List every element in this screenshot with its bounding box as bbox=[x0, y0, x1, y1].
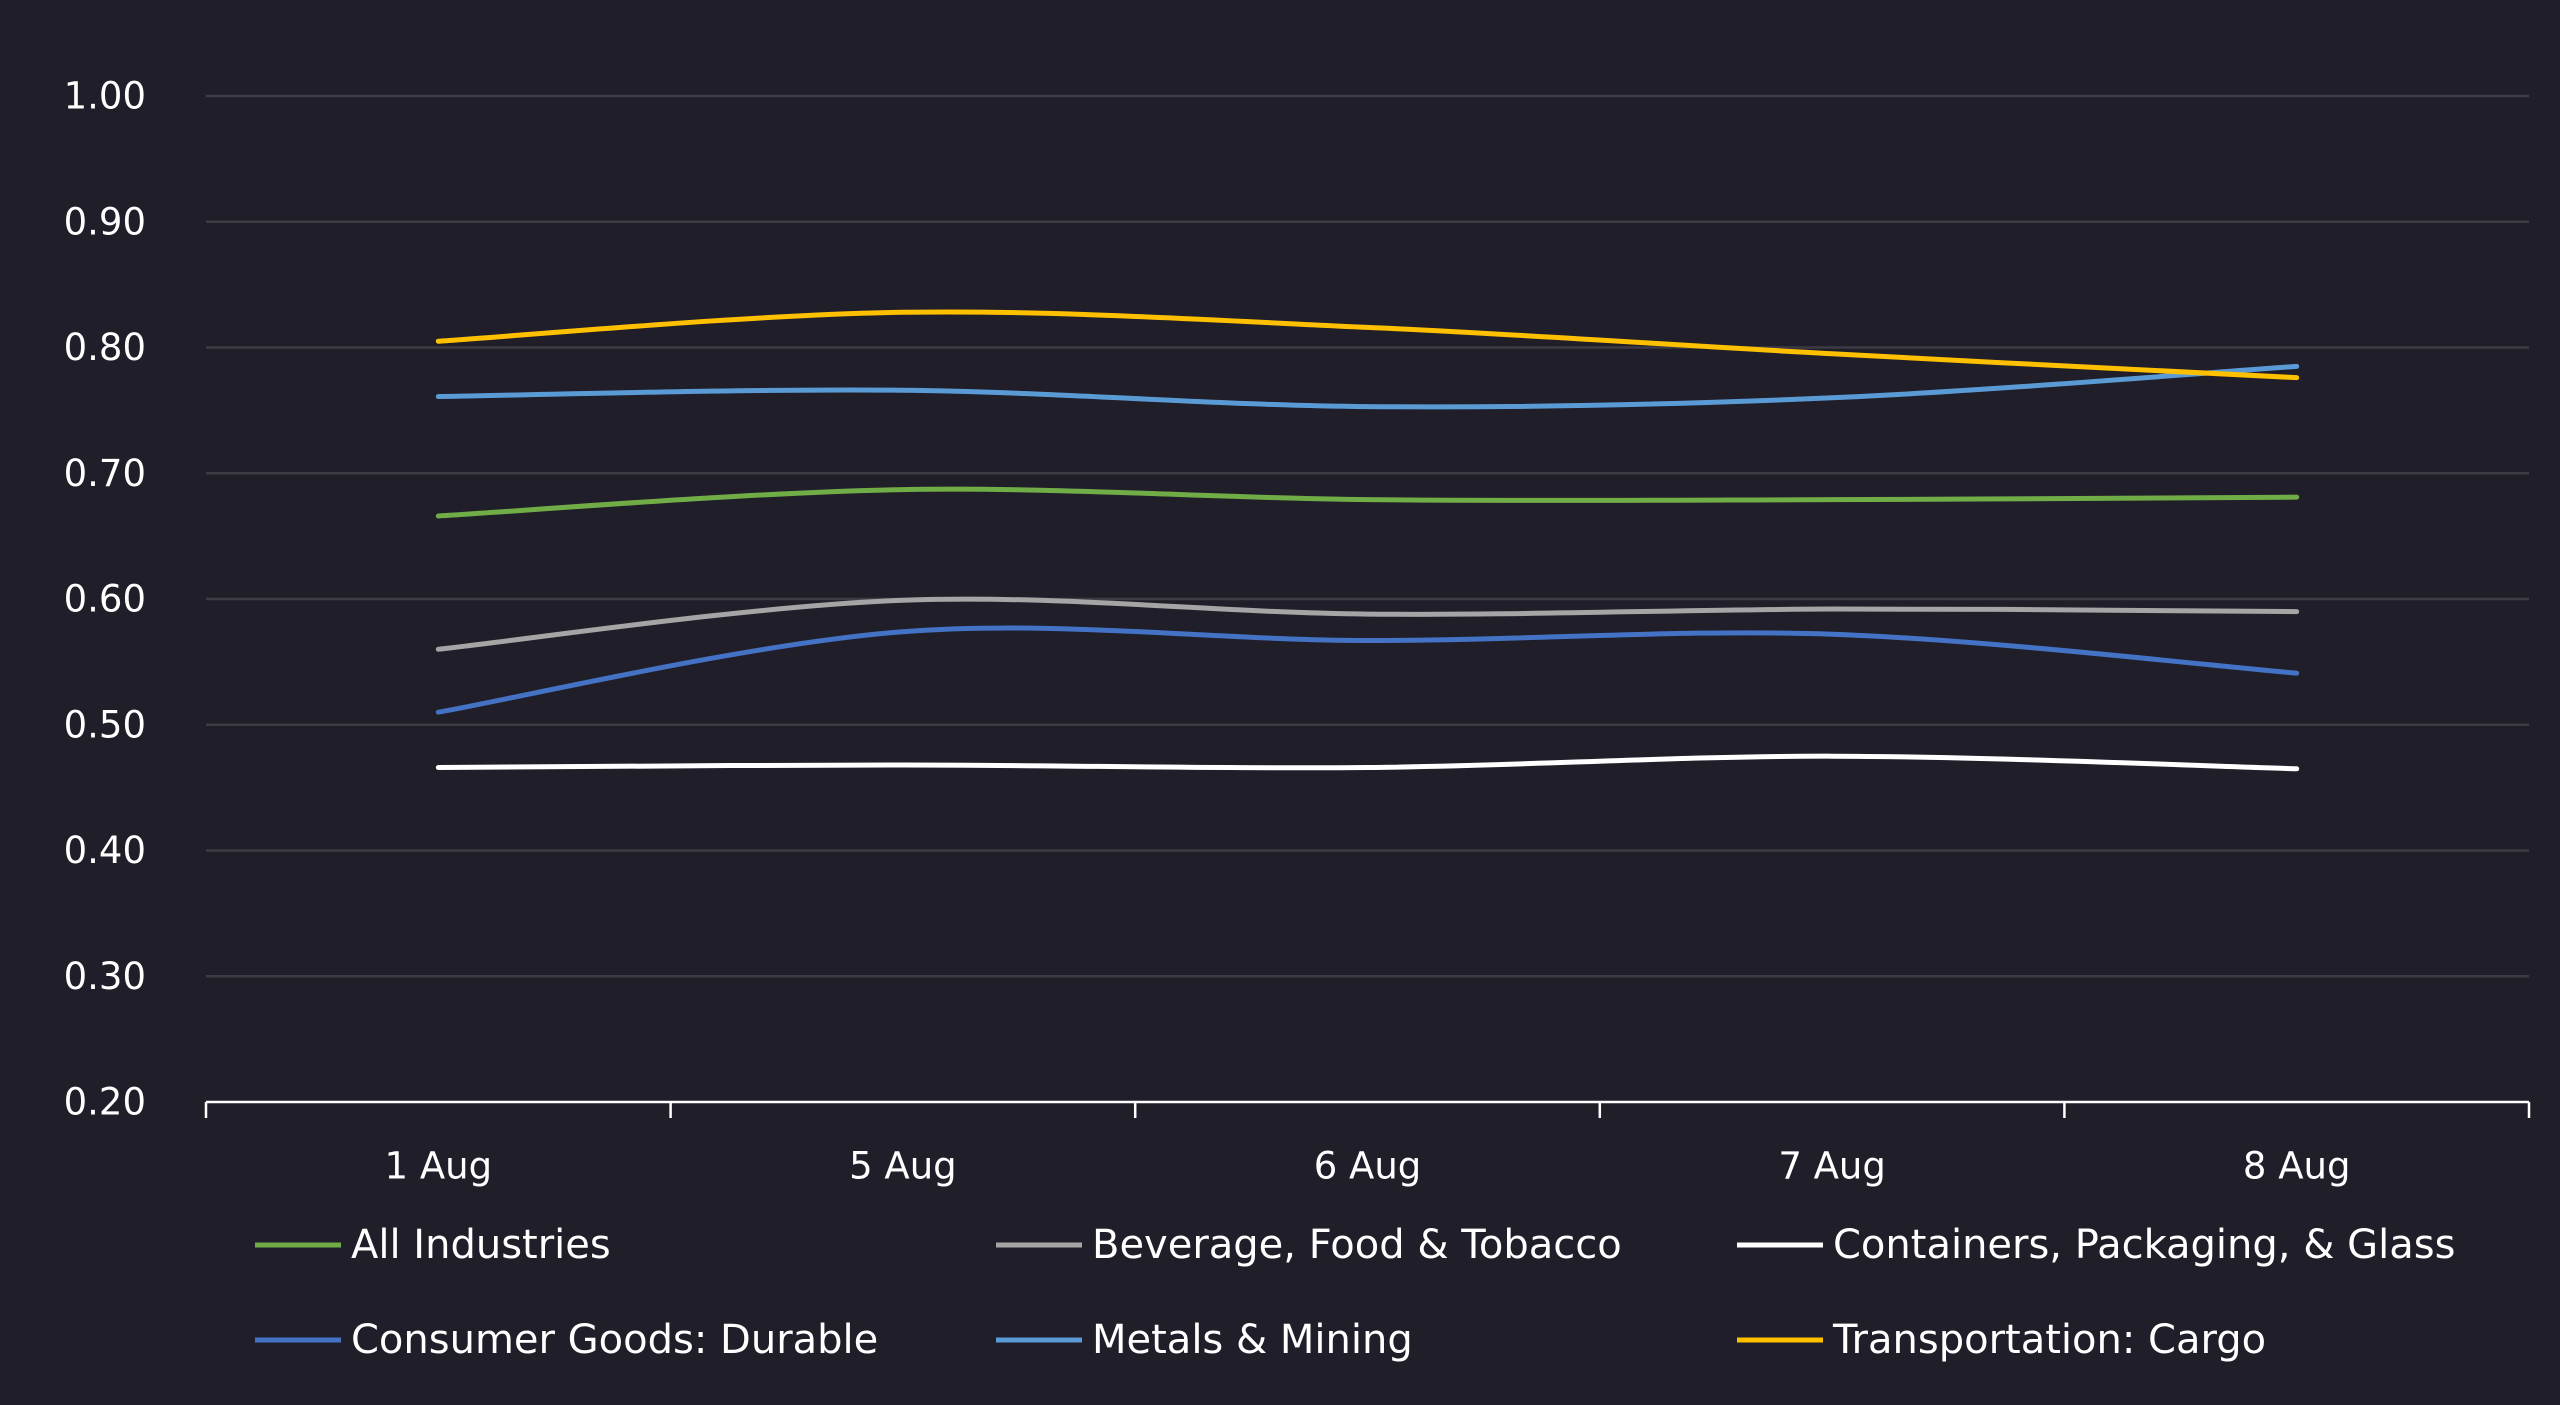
series-line-containers-packaging-glass bbox=[435, 753, 2300, 772]
legend-item-all-industries: All Industries bbox=[255, 1222, 611, 1268]
x-tick-label: 6 Aug bbox=[1314, 1145, 1422, 1188]
legend-item-containers-packaging-glass: Containers, Packaging, & Glass bbox=[1737, 1222, 2455, 1268]
series-line-all-industries bbox=[435, 486, 2300, 519]
series-line-transportation-cargo bbox=[435, 309, 2300, 381]
legend-label: Containers, Packaging, & Glass bbox=[1833, 1222, 2455, 1268]
legend-label: Beverage, Food & Tobacco bbox=[1092, 1222, 1622, 1268]
series-lines bbox=[435, 309, 2300, 772]
y-tick-label: 0.60 bbox=[64, 578, 146, 621]
x-tick-label: 5 Aug bbox=[849, 1145, 957, 1188]
legend: All Industries Beverage, Food & Tobacco Co… bbox=[255, 1222, 2455, 1363]
gridlines bbox=[206, 94, 2529, 978]
legend-item-beverage-food-tobacco: Beverage, Food & Tobacco bbox=[996, 1222, 1622, 1268]
y-tick-label: 0.50 bbox=[64, 703, 146, 746]
series-line-beverage-food-tobacco bbox=[435, 596, 2300, 652]
legend-item-metals-mining: Metals & Mining bbox=[996, 1317, 1413, 1363]
x-axis-tick-labels: 1 Aug 5 Aug 6 Aug 7 Aug 8 Aug bbox=[385, 1145, 2351, 1188]
legend-item-consumer-goods-durable: Consumer Goods: Durable bbox=[255, 1317, 878, 1363]
y-tick-label: 0.20 bbox=[64, 1081, 146, 1124]
legend-label: Metals & Mining bbox=[1092, 1317, 1413, 1363]
y-axis-tick-labels: 0.20 0.30 0.40 0.50 0.60 0.70 0.80 0.90 1.00 bbox=[64, 75, 146, 1124]
y-tick-label: 1.00 bbox=[64, 75, 146, 118]
legend-label: Consumer Goods: Durable bbox=[351, 1317, 878, 1363]
legend-label: All Industries bbox=[351, 1222, 611, 1268]
x-tick-label: 8 Aug bbox=[2243, 1145, 2351, 1188]
y-tick-label: 0.40 bbox=[64, 829, 146, 872]
legend-item-transportation-cargo: Transportation: Cargo bbox=[1737, 1317, 2266, 1363]
y-tick-label: 0.80 bbox=[64, 326, 146, 369]
x-tick-label: 7 Aug bbox=[1778, 1145, 1886, 1188]
y-tick-label: 0.70 bbox=[64, 452, 146, 495]
y-tick-label: 0.90 bbox=[64, 200, 146, 243]
series-line-consumer-goods-durable bbox=[435, 625, 2300, 715]
x-tick-label: 1 Aug bbox=[385, 1145, 493, 1188]
series-line-metals-mining bbox=[435, 363, 2300, 410]
legend-label: Transportation: Cargo bbox=[1832, 1317, 2266, 1363]
x-axis bbox=[204, 1100, 2531, 1118]
y-tick-label: 0.30 bbox=[64, 955, 146, 998]
